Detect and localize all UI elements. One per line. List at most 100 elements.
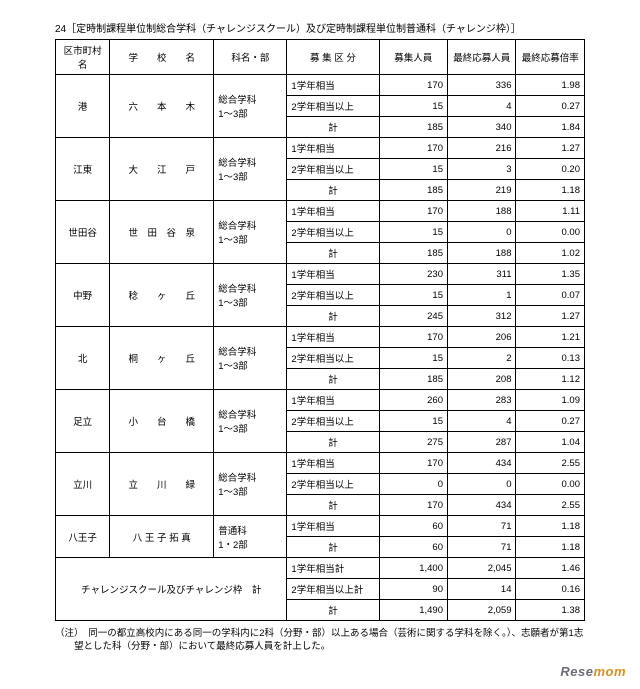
cell-school: 桐 ヶ 丘 (110, 327, 214, 390)
cell-category: 1学年相当 (287, 516, 379, 537)
cell-category: 2学年相当以上 (287, 96, 379, 117)
cell-category: 計 (287, 537, 379, 558)
th-ratio: 最終応募倍率 (516, 40, 585, 75)
cell-dept: 総合学科1～3部 (214, 327, 287, 390)
cell-ratio: 1.12 (516, 369, 585, 390)
cell-bosyu: 15 (379, 96, 447, 117)
cell-category: 計 (287, 369, 379, 390)
cell-category: 1学年相当 (287, 390, 379, 411)
cell-ratio: 1.02 (516, 243, 585, 264)
cell-category: 1学年相当 (287, 453, 379, 474)
cell-dept: 総合学科1～3部 (214, 453, 287, 516)
cell-oubo: 4 (448, 96, 516, 117)
cell-ratio: 2.55 (516, 453, 585, 474)
watermark-right: mom (593, 664, 626, 679)
cell-bosyu: 245 (379, 306, 447, 327)
cell-category: 計 (287, 180, 379, 201)
cell-ward: 八王子 (56, 516, 110, 558)
cell-oubo: 4 (448, 411, 516, 432)
footnote: （注） 同一の都立高校内にある同一の学科内に2科（分野・部）以上ある場合（芸術に… (55, 627, 585, 654)
cell-bosyu: 170 (379, 75, 447, 96)
cell-school: 世 田 谷 泉 (110, 201, 214, 264)
cell-oubo: 340 (448, 117, 516, 138)
cell-category: 計 (287, 243, 379, 264)
table-row: 立川立 川 緑総合学科1～3部1学年相当1704342.55 (56, 453, 585, 474)
table-row: 中野稔 ヶ 丘総合学科1～3部1学年相当2303111.35 (56, 264, 585, 285)
cell-ratio: 1.98 (516, 75, 585, 96)
cell-bosyu: 170 (379, 453, 447, 474)
cell-dept: 普通科1・2部 (214, 516, 287, 558)
cell-total-label: チャレンジスクール及びチャレンジ枠 計 (56, 558, 287, 621)
cell-total-category: 1学年相当計 (287, 558, 379, 579)
cell-ward: 足立 (56, 390, 110, 453)
cell-bosyu: 170 (379, 201, 447, 222)
cell-category: 2学年相当以上 (287, 474, 379, 495)
cell-ratio: 0.00 (516, 474, 585, 495)
cell-ratio: 0.00 (516, 222, 585, 243)
th-bosyu: 募集人員 (379, 40, 447, 75)
cell-ratio: 1.04 (516, 432, 585, 453)
cell-oubo: 71 (448, 537, 516, 558)
cell-category: 1学年相当 (287, 75, 379, 96)
cell-dept: 総合学科1～3部 (214, 264, 287, 327)
cell-bosyu: 185 (379, 243, 447, 264)
cell-oubo: 2 (448, 348, 516, 369)
cell-oubo: 219 (448, 180, 516, 201)
cell-category: 計 (287, 117, 379, 138)
cell-ratio: 1.84 (516, 117, 585, 138)
cell-oubo: 287 (448, 432, 516, 453)
cell-dept: 総合学科1～3部 (214, 201, 287, 264)
cell-school: 稔 ヶ 丘 (110, 264, 214, 327)
th-school: 学 校 名 (110, 40, 214, 75)
cell-total-ratio: 1.46 (516, 558, 585, 579)
cell-dept: 総合学科1～3部 (214, 75, 287, 138)
cell-bosyu: 275 (379, 432, 447, 453)
cell-category: 1学年相当 (287, 201, 379, 222)
cell-category: 計 (287, 306, 379, 327)
header-row: 区市町村名 学 校 名 科名・部 募 集 区 分 募集人員 最終応募人員 最終応… (56, 40, 585, 75)
cell-ward: 中野 (56, 264, 110, 327)
cell-bosyu: 185 (379, 369, 447, 390)
th-dept: 科名・部 (214, 40, 287, 75)
cell-oubo: 208 (448, 369, 516, 390)
cell-bosyu: 260 (379, 390, 447, 411)
cell-ratio: 0.20 (516, 159, 585, 180)
cell-oubo: 434 (448, 453, 516, 474)
table-row: 港六 本 木総合学科1～3部1学年相当1703361.98 (56, 75, 585, 96)
watermark-left: Rese (560, 664, 593, 679)
cell-ratio: 0.27 (516, 96, 585, 117)
total-row: チャレンジスクール及びチャレンジ枠 計1学年相当計1,4002,0451.46 (56, 558, 585, 579)
cell-bosyu: 15 (379, 411, 447, 432)
cell-oubo: 1 (448, 285, 516, 306)
cell-oubo: 336 (448, 75, 516, 96)
cell-school: 小 台 橋 (110, 390, 214, 453)
cell-total-ratio: 0.16 (516, 579, 585, 600)
cell-total-ratio: 1.38 (516, 600, 585, 621)
table-row: 八王子八 王 子 拓 真普通科1・2部1学年相当60711.18 (56, 516, 585, 537)
cell-bosyu: 0 (379, 474, 447, 495)
table-row: 世田谷世 田 谷 泉総合学科1～3部1学年相当1701881.11 (56, 201, 585, 222)
cell-ward: 北 (56, 327, 110, 390)
cell-oubo: 206 (448, 327, 516, 348)
cell-oubo: 434 (448, 495, 516, 516)
table-title: 24［定時制課程単位制総合学科（チャレンジスクール）及び定時制課程単位制普通科（… (55, 20, 585, 35)
cell-dept: 総合学科1～3部 (214, 138, 287, 201)
cell-total-bosyu: 90 (379, 579, 447, 600)
cell-ratio: 1.27 (516, 138, 585, 159)
cell-category: 2学年相当以上 (287, 222, 379, 243)
cell-category: 2学年相当以上 (287, 411, 379, 432)
cell-ratio: 1.18 (516, 180, 585, 201)
cell-ratio: 0.27 (516, 411, 585, 432)
cell-oubo: 188 (448, 243, 516, 264)
cell-dept: 総合学科1～3部 (214, 390, 287, 453)
cell-ratio: 1.27 (516, 306, 585, 327)
cell-bosyu: 170 (379, 138, 447, 159)
cell-bosyu: 15 (379, 348, 447, 369)
data-table: 区市町村名 学 校 名 科名・部 募 集 区 分 募集人員 最終応募人員 最終応… (55, 39, 585, 621)
cell-ratio: 1.18 (516, 516, 585, 537)
cell-ward: 港 (56, 75, 110, 138)
cell-bosyu: 15 (379, 285, 447, 306)
cell-bosyu: 230 (379, 264, 447, 285)
cell-oubo: 0 (448, 474, 516, 495)
cell-oubo: 216 (448, 138, 516, 159)
